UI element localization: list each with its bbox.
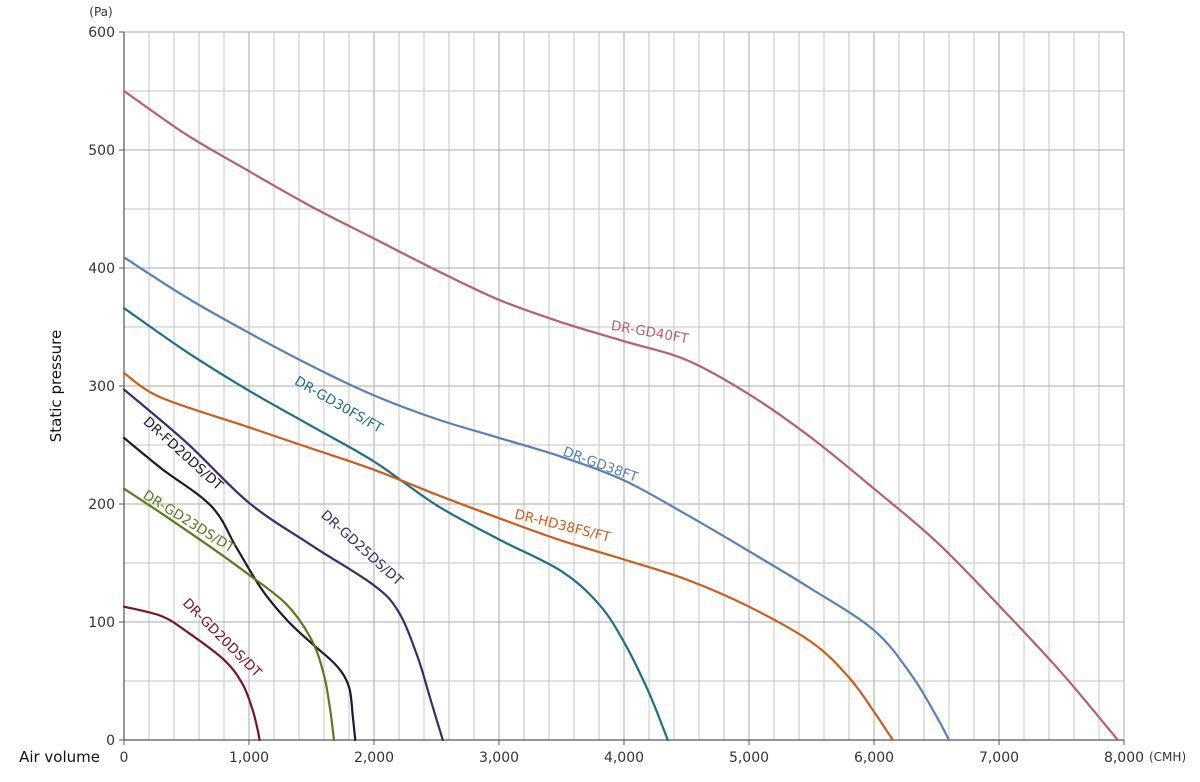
x-tick-label: 3,000	[479, 750, 519, 766]
x-tick-label: 6,000	[854, 750, 894, 766]
x-tick-label: 4,000	[604, 750, 644, 766]
x-tick-label: 1,000	[229, 750, 269, 766]
y-tick-label: 600	[88, 25, 115, 41]
grid	[123, 31, 1125, 741]
x-axis-unit: (CMH)	[1149, 750, 1186, 764]
x-tick-label: 2,000	[354, 750, 394, 766]
y-axis-unit: (Pa)	[89, 5, 112, 19]
series-line-dr-gd30fs-ft	[122, 307, 669, 742]
series-label-dr-fd20ds-dt: DR-FD20DS/DT	[140, 414, 227, 494]
series-label-dr-gd40ft: DR-GD40FT	[610, 318, 691, 348]
y-tick-label: 300	[88, 379, 115, 395]
y-tick-label: 500	[88, 143, 115, 159]
x-tick-label: 7,000	[979, 750, 1019, 766]
series-line-dr-gd20ds-dt	[122, 605, 261, 742]
series-line-dr-gd25ds-dt	[122, 388, 444, 742]
series-line-dr-gd40ft	[122, 89, 1119, 742]
x-tick-label: 8,000	[1104, 750, 1144, 766]
series-labels: DR-GD40FTDR-GD38FTDR-GD30FS/FTDR-HD38FS/…	[140, 318, 691, 681]
y-tick-label: 0	[106, 733, 115, 749]
axes: 0 1,000 2,000 3,000 4,000 5,000 6,000 7,000 8,00…	[88, 25, 1144, 766]
x-axis-title: Air volume	[19, 748, 100, 766]
series-line-dr-hd38fs-ft	[122, 371, 894, 742]
x-tick-label: 0	[120, 750, 129, 766]
y-tick-label: 400	[88, 261, 115, 277]
series-line-dr-fd20ds-dt	[122, 436, 357, 742]
y-tick-label: 200	[88, 497, 115, 513]
series-line-dr-gd38ft	[122, 256, 951, 742]
y-axis-title: Static pressure	[47, 330, 65, 442]
series-label-dr-gd38ft: DR-GD38FT	[561, 444, 641, 486]
y-tick-label: 100	[88, 615, 115, 631]
series-label-dr-gd30fs-ft: DR-GD30FS/FT	[292, 373, 386, 437]
x-tick-label: 5,000	[729, 750, 769, 766]
series-lines	[122, 89, 1119, 742]
series-label-dr-gd20ds-dt: DR-GD20DS/DT	[179, 595, 265, 681]
series-line-dr-gd23ds-dt	[122, 487, 336, 742]
